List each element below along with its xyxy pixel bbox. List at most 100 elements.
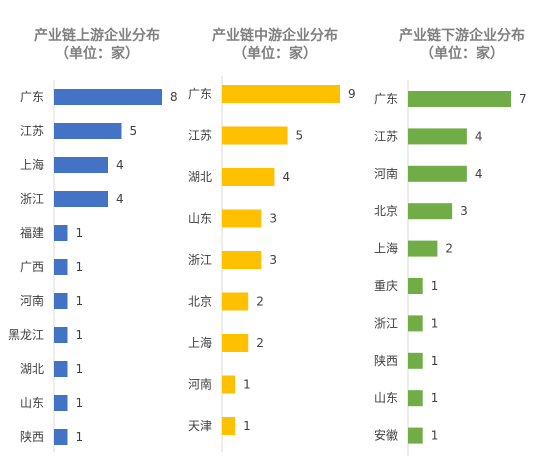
upstream-value-label: 1 (76, 396, 84, 410)
upstream-bar (54, 327, 68, 343)
upstream-bar (54, 293, 68, 309)
midstream-value-label: 3 (269, 212, 277, 226)
upstream-category-label: 福建 (20, 225, 44, 240)
upstream-bar (54, 191, 108, 207)
upstream-value-label: 1 (76, 226, 84, 240)
upstream-category-label: 山东 (20, 396, 44, 410)
downstream-value-label: 4 (475, 129, 483, 143)
upstream-title: 产业链上游企业分布 (34, 27, 160, 44)
downstream-subtitle: （单位：家） (420, 45, 504, 62)
midstream-value-label: 2 (256, 336, 264, 350)
downstream-bar (408, 91, 511, 107)
upstream-chart: 产业链上游企业分布 （单位：家） 广东 8 江苏 5 上海 4 浙江 4 福建 1 广西 1 河南 1 黑龙… (8, 27, 178, 452)
downstream-bar (408, 427, 423, 444)
midstream-value-label: 9 (348, 87, 356, 101)
downstream-category-label: 陕西 (374, 353, 398, 368)
midstream-bars: 广东 9 江苏 5 湖北 4 山东 3 浙江 3 北京 2 上海 2 河南 1 天津 1 (188, 85, 356, 435)
downstream-title: 产业链下游企业分布 (399, 27, 525, 44)
downstream-category-label: 广东 (374, 92, 398, 106)
upstream-value-label: 1 (76, 362, 84, 376)
midstream-category-label: 湖北 (188, 169, 212, 184)
midstream-bar (222, 126, 288, 145)
upstream-category-label: 黑龙江 (8, 328, 44, 342)
midstream-bar (222, 85, 340, 103)
downstream-bar (408, 315, 423, 332)
upstream-bar (54, 259, 68, 275)
downstream-value-label: 7 (519, 92, 527, 106)
downstream-category-label: 上海 (374, 241, 398, 256)
upstream-value-label: 1 (76, 430, 84, 444)
downstream-value-label: 2 (445, 242, 453, 256)
upstream-bar (54, 361, 68, 377)
midstream-value-label: 5 (296, 129, 304, 143)
downstream-bar (408, 352, 423, 369)
downstream-bar (408, 203, 453, 220)
downstream-category-label: 安徽 (374, 428, 398, 443)
downstream-category-label: 江苏 (374, 129, 398, 143)
downstream-chart: 产业链下游企业分布 （单位：家） 广东 7 江苏 4 河南 4 北京 3 上海 2 重庆 1 浙江 1 陕西… (374, 27, 527, 456)
downstream-bar (408, 128, 467, 145)
upstream-category-label: 广西 (20, 260, 44, 274)
upstream-category-label: 湖北 (20, 361, 44, 376)
midstream-bar (222, 251, 262, 269)
midstream-subtitle: （单位：家） (233, 45, 317, 62)
midstream-value-label: 2 (256, 295, 264, 309)
upstream-subtitle: （单位：家） (55, 45, 139, 62)
midstream-category-label: 北京 (188, 295, 212, 309)
upstream-category-label: 广东 (20, 90, 44, 104)
midstream-chart: 产业链中游企业分布 （单位：家） 广东 9 江苏 5 湖北 4 山东 3 浙江 3 北京 2 上海 2 河南… (188, 27, 356, 452)
upstream-value-label: 1 (76, 328, 84, 342)
midstream-category-label: 河南 (188, 377, 212, 392)
downstream-bar (408, 240, 438, 257)
midstream-category-label: 广东 (188, 87, 212, 101)
upstream-bar (54, 395, 68, 411)
upstream-bar (54, 89, 162, 105)
downstream-value-label: 1 (431, 391, 439, 405)
upstream-bar (54, 225, 68, 241)
midstream-bar (222, 375, 236, 394)
upstream-category-label: 河南 (20, 293, 44, 308)
downstream-value-label: 1 (431, 279, 439, 293)
midstream-title: 产业链中游企业分布 (212, 27, 338, 44)
upstream-value-label: 4 (116, 158, 124, 172)
midstream-category-label: 上海 (188, 335, 212, 350)
upstream-bars: 广东 8 江苏 5 上海 4 浙江 4 福建 1 广西 1 河南 1 黑龙江 1 湖北 1 山东 1 陕西 1 (8, 89, 178, 445)
upstream-category-label: 陕西 (20, 429, 44, 444)
midstream-bar (222, 209, 262, 228)
upstream-category-label: 浙江 (20, 192, 44, 206)
downstream-category-label: 重庆 (374, 279, 398, 293)
downstream-value-label: 1 (431, 354, 439, 368)
downstream-bar (408, 278, 423, 294)
downstream-category-label: 山东 (374, 391, 398, 405)
midstream-value-label: 3 (269, 253, 277, 267)
midstream-bar (222, 292, 249, 311)
upstream-value-label: 8 (170, 90, 178, 104)
midstream-value-label: 1 (243, 378, 251, 392)
upstream-value-label: 1 (76, 294, 84, 308)
upstream-category-label: 上海 (20, 157, 44, 172)
midstream-value-label: 4 (282, 170, 290, 184)
midstream-category-label: 江苏 (188, 129, 212, 143)
upstream-value-label: 4 (116, 192, 124, 206)
midstream-category-label: 浙江 (188, 253, 212, 267)
downstream-bars: 广东 7 江苏 4 河南 4 北京 3 上海 2 重庆 1 浙江 1 陕西 1 山东 1 安徽 1 (374, 91, 527, 444)
midstream-bar (222, 334, 249, 352)
midstream-bar (222, 168, 275, 186)
downstream-value-label: 1 (431, 429, 439, 443)
upstream-value-label: 5 (130, 124, 138, 138)
upstream-category-label: 江苏 (20, 124, 44, 138)
downstream-bar (408, 390, 423, 407)
downstream-category-label: 河南 (374, 166, 398, 181)
upstream-bar (54, 429, 68, 445)
downstream-bar (408, 165, 467, 182)
upstream-bar (54, 157, 108, 173)
midstream-bar (222, 417, 236, 435)
midstream-category-label: 天津 (188, 419, 212, 433)
midstream-category-label: 山东 (188, 212, 212, 226)
downstream-value-label: 3 (460, 204, 468, 218)
downstream-value-label: 4 (475, 167, 483, 181)
downstream-value-label: 1 (431, 316, 439, 330)
upstream-value-label: 1 (76, 260, 84, 274)
downstream-category-label: 浙江 (374, 316, 398, 330)
